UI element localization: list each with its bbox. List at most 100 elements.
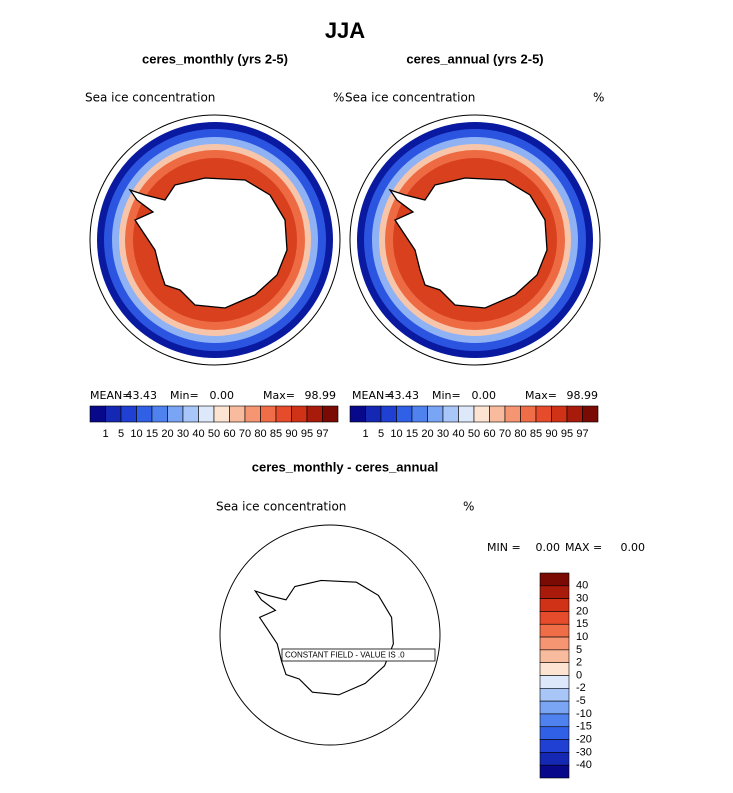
- colorbar-box: [136, 405, 153, 423]
- colorbar-label: 80: [514, 428, 526, 440]
- colorbar-box: [535, 405, 552, 423]
- colorbar-box: [120, 405, 137, 423]
- colorbar-box: [520, 405, 537, 423]
- colorbar-box: [566, 405, 583, 423]
- units-label: %: [333, 91, 344, 105]
- colorbar-label: 95: [561, 428, 573, 440]
- colorbar-label: 0: [576, 669, 582, 681]
- colorbar-label: 70: [499, 428, 511, 440]
- stat-value: 0.00: [621, 541, 646, 554]
- colorbar-label: 97: [316, 428, 328, 440]
- colorbar-label: 15: [146, 428, 158, 440]
- units-label: %: [463, 500, 474, 514]
- colorbar-box: [539, 623, 570, 638]
- stat-value: 0.00: [472, 389, 497, 402]
- variable-label: Sea ice concentration: [85, 91, 215, 105]
- colorbar-box: [539, 713, 570, 728]
- colorbar-box: [105, 405, 122, 423]
- colorbar-label: -15: [576, 721, 592, 733]
- colorbar-label: 20: [161, 428, 173, 440]
- colorbar-box: [260, 405, 277, 423]
- stat-label: MAX =: [565, 541, 602, 554]
- stat-label: Min=: [170, 389, 199, 402]
- colorbar-label: -10: [576, 708, 592, 720]
- stat-label: MEAN=: [352, 389, 393, 402]
- colorbar-label: 40: [192, 428, 204, 440]
- colorbar-label: -2: [576, 682, 586, 694]
- colorbar-box: [365, 405, 382, 423]
- colorbar-label: 85: [530, 428, 542, 440]
- colorbar-label: 80: [254, 428, 266, 440]
- colorbar-label: 20: [576, 605, 588, 617]
- variable-label: Sea ice concentration: [216, 500, 346, 514]
- colorbar-box: [539, 636, 570, 651]
- colorbar-box: [167, 405, 184, 423]
- colorbar-box: [442, 405, 459, 423]
- colorbar-box: [539, 662, 570, 676]
- colorbar-box: [539, 675, 570, 689]
- colorbar-label: 97: [576, 428, 588, 440]
- colorbar-label: 60: [483, 428, 495, 440]
- colorbar-label: 60: [223, 428, 235, 440]
- colorbar-label: 50: [208, 428, 220, 440]
- colorbar-box: [427, 405, 444, 423]
- colorbar-box: [306, 405, 323, 423]
- colorbar-box: [539, 572, 570, 587]
- colorbar-label: 90: [285, 428, 297, 440]
- colorbar-label: 1: [102, 428, 108, 440]
- colorbar-box: [539, 598, 570, 612]
- panel-title: ceres_annual (yrs 2-5): [406, 51, 543, 66]
- colorbar-box: [539, 688, 570, 702]
- panel-title: ceres_monthly (yrs 2-5): [142, 51, 288, 66]
- colorbar-box: [539, 649, 570, 663]
- note-box: [281, 648, 436, 662]
- colorbar-label: 5: [576, 644, 582, 656]
- colorbar-box: [458, 405, 475, 423]
- colorbar-label: 30: [437, 428, 449, 440]
- stat-label: MIN =: [487, 541, 521, 554]
- colorbar-label: -40: [576, 759, 592, 771]
- stat-label: MEAN=: [90, 389, 131, 402]
- stat-label: Max=: [525, 389, 557, 402]
- colorbar-box: [229, 405, 246, 423]
- colorbar-label: 30: [177, 428, 189, 440]
- colorbar-box: [213, 405, 230, 423]
- colorbar-label: 20: [421, 428, 433, 440]
- colorbar-box: [539, 585, 570, 599]
- colorbar-label: -20: [576, 733, 592, 745]
- colorbar-box: [539, 739, 570, 753]
- colorbar-box: [582, 405, 599, 423]
- stat-label: Max=: [263, 389, 295, 402]
- stat-value: 43.43: [126, 389, 158, 402]
- colorbar-box: [473, 405, 490, 423]
- stat-value: 98.99: [567, 389, 599, 402]
- colorbar-label: 5: [118, 428, 124, 440]
- sea-ice-map: [350, 115, 600, 365]
- colorbar-label: -5: [576, 695, 586, 707]
- variable-label: Sea ice concentration: [345, 91, 475, 105]
- difference-map: [219, 524, 441, 746]
- colorbar-label: 30: [576, 593, 588, 605]
- colorbar-box: [151, 405, 168, 423]
- colorbar-box: [244, 405, 261, 423]
- note: CONSTANT FIELD - VALUE IS .0: [285, 651, 405, 660]
- colorbar-label: 85: [270, 428, 282, 440]
- colorbar-box: [539, 700, 570, 715]
- colorbar-label: -30: [576, 746, 592, 758]
- stat-value: 98.99: [305, 389, 337, 402]
- colorbar-label: 10: [576, 631, 588, 643]
- colorbar-label: 70: [239, 428, 251, 440]
- colorbar-label: 15: [576, 618, 588, 630]
- colorbar-box: [551, 405, 568, 423]
- stat-value: 0.00: [536, 541, 561, 554]
- units-label: %: [593, 91, 604, 105]
- colorbar-label: 10: [390, 428, 402, 440]
- colorbar-box: [322, 405, 339, 423]
- colorbar-box: [198, 405, 215, 423]
- colorbar-box: [504, 405, 521, 423]
- colorbar-label: 1: [362, 428, 368, 440]
- colorbar-box: [396, 405, 413, 423]
- stat-value: 43.43: [388, 389, 420, 402]
- colorbar-label: 40: [576, 580, 588, 592]
- colorbar-box: [182, 405, 199, 423]
